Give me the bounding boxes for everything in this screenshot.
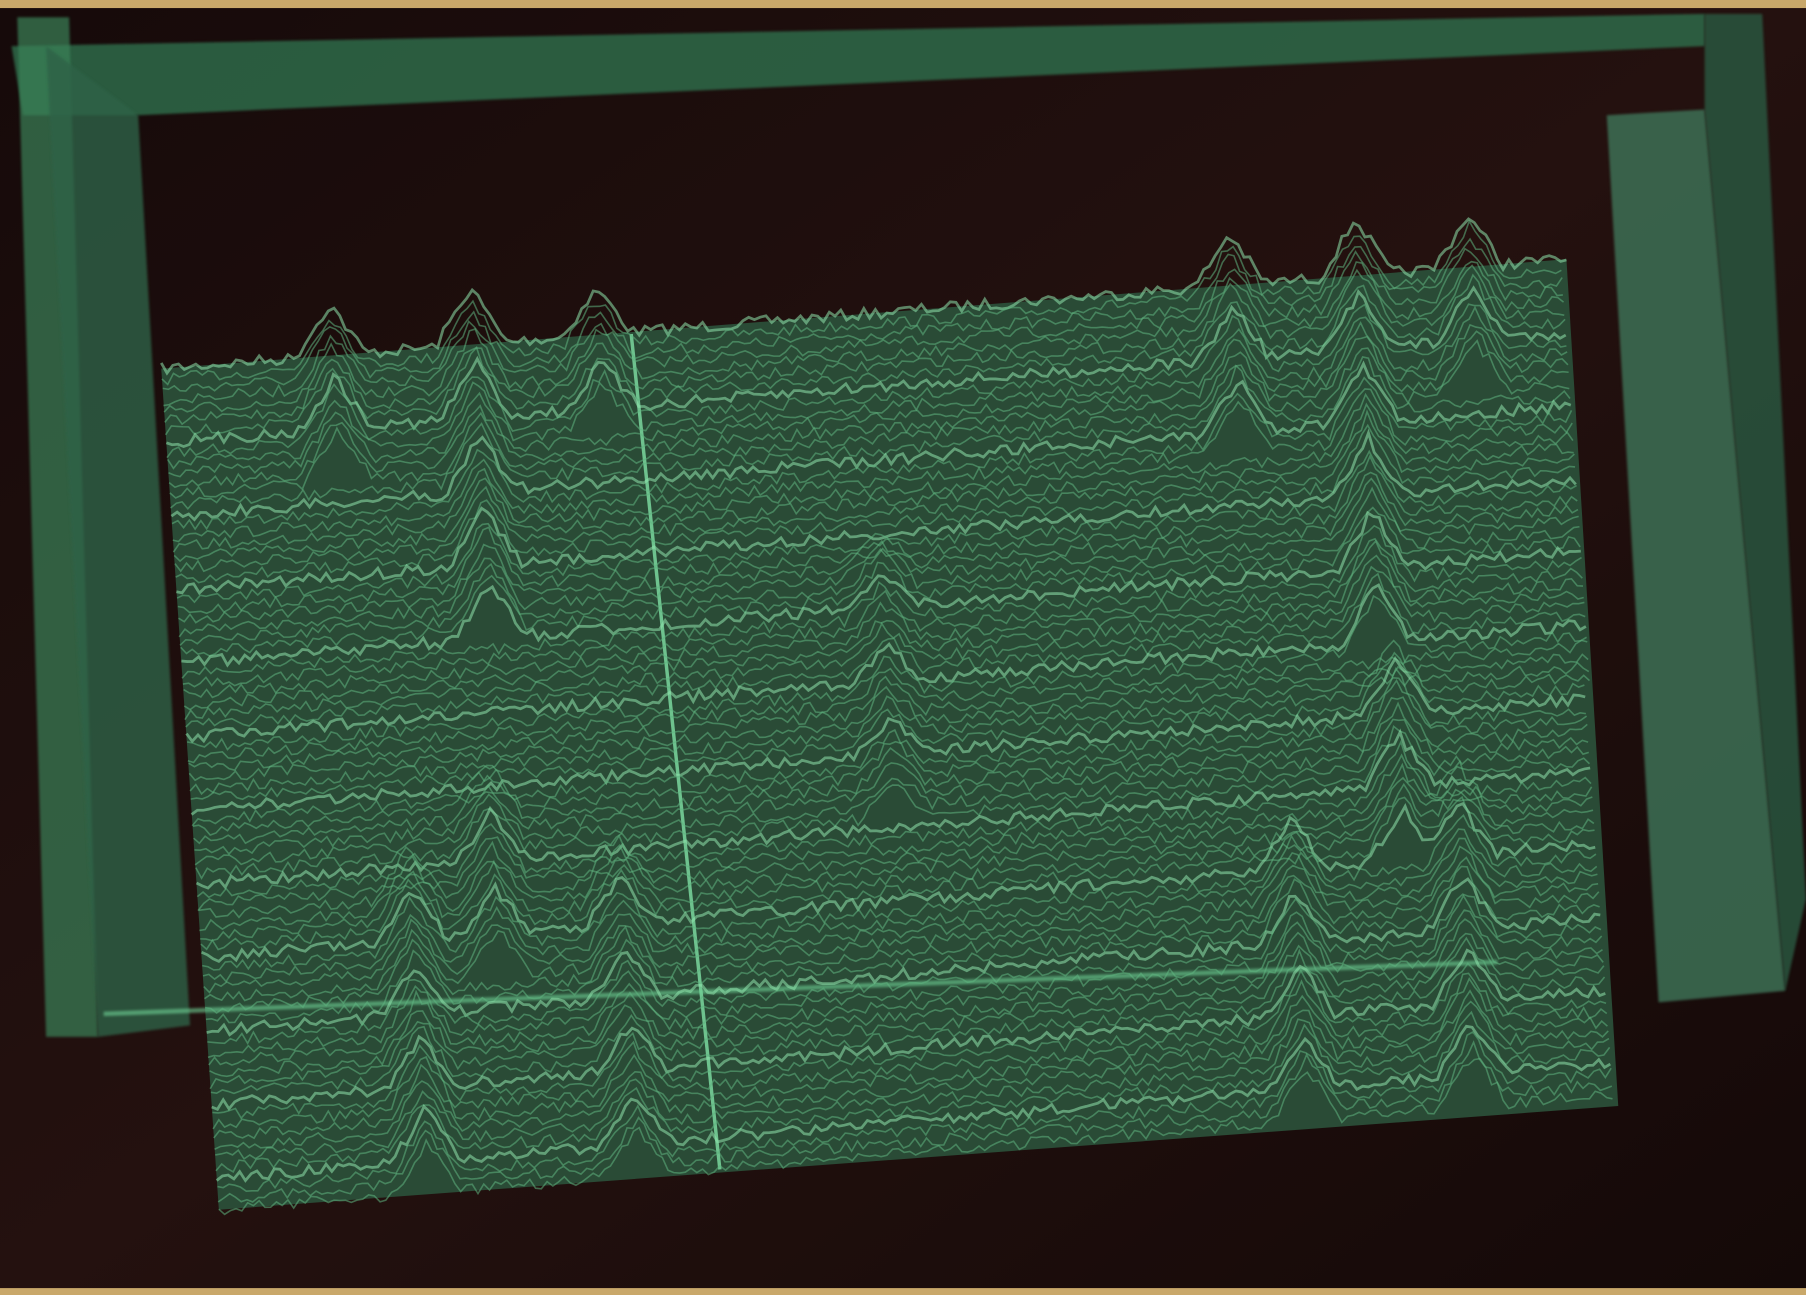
waterfall-trace bbox=[176, 449, 1577, 604]
waterfall-trace bbox=[188, 653, 1589, 772]
waterfall-trace bbox=[172, 388, 1573, 543]
waterfall-trace bbox=[215, 1000, 1610, 1161]
waterfall-trace bbox=[194, 718, 1590, 866]
waterfall-trace bbox=[163, 260, 1565, 413]
waterfall-trace bbox=[169, 339, 1570, 499]
waterfall-trace bbox=[202, 828, 1598, 983]
waterfall-trace bbox=[214, 989, 1609, 1150]
waterfall-trace bbox=[195, 728, 1591, 890]
waterfall-trace bbox=[206, 877, 1601, 1037]
waterfall-trace bbox=[201, 802, 1596, 963]
left-frame-panel bbox=[46, 46, 191, 1037]
waterfall-trace bbox=[165, 285, 1567, 449]
waterfall-trace bbox=[187, 594, 1587, 751]
waterfall-trace bbox=[203, 845, 1599, 1002]
waterfall-trace bbox=[167, 305, 1568, 470]
waterfall-trace bbox=[213, 977, 1608, 1140]
waterfall-trace bbox=[164, 264, 1565, 426]
waterfall-trace bbox=[205, 865, 1600, 1024]
waterfall-trace bbox=[212, 962, 1607, 1120]
trace-group bbox=[160, 217, 1613, 1216]
waterfall-trace bbox=[196, 739, 1592, 899]
waterfall-trace bbox=[178, 471, 1579, 624]
left-frame-edge bbox=[17, 17, 98, 1037]
waterfall-trace bbox=[181, 524, 1582, 679]
waterfall-trace bbox=[180, 506, 1581, 657]
waterfall-trace bbox=[194, 701, 1589, 856]
waterfall-trace bbox=[192, 678, 1588, 837]
waterfall-trace bbox=[217, 1040, 1613, 1203]
waterfall-trace bbox=[215, 1024, 1612, 1183]
waterfall-trace bbox=[209, 932, 1605, 1090]
waterfall-trace bbox=[207, 893, 1602, 1046]
waterfall-trace bbox=[171, 376, 1573, 531]
waterfall-trace bbox=[209, 918, 1604, 1078]
waterfall-trace bbox=[215, 1010, 1611, 1173]
waterfall-trace bbox=[164, 273, 1566, 436]
waterfall-trace bbox=[193, 696, 1588, 845]
waterfall-trace bbox=[200, 782, 1595, 942]
waterfall-trace bbox=[175, 423, 1576, 584]
waterfall-trace bbox=[177, 454, 1578, 615]
waterfall-trace bbox=[203, 837, 1598, 994]
waterfall-trace bbox=[170, 356, 1571, 511]
waterfall-trace bbox=[183, 539, 1584, 699]
waterfall-trace bbox=[163, 247, 1563, 407]
waterfall-trace bbox=[182, 537, 1583, 688]
waterfall-trace bbox=[168, 321, 1569, 478]
waterfall-trace bbox=[190, 655, 1586, 816]
waterfall-trace bbox=[162, 237, 1563, 392]
waterfall-trace bbox=[187, 639, 1588, 764]
waterfall-trace bbox=[212, 972, 1608, 1130]
top-frame-bar bbox=[11, 13, 1705, 116]
waterfall-trace bbox=[195, 725, 1591, 880]
top-border bbox=[0, 0, 1806, 9]
waterfall-trace bbox=[208, 909, 1603, 1066]
bottom-border bbox=[0, 1288, 1806, 1295]
waterfall-trace bbox=[183, 554, 1584, 711]
waterfall-trace bbox=[179, 486, 1580, 646]
right-frame-edge bbox=[1704, 13, 1806, 991]
waterfall-trace bbox=[184, 565, 1585, 721]
waterfall-trace bbox=[211, 948, 1606, 1112]
waterfall-trace bbox=[168, 330, 1569, 489]
waterfall-trace bbox=[207, 894, 1603, 1059]
waterfall-trace bbox=[200, 795, 1595, 951]
waterfall-trace bbox=[205, 856, 1600, 1014]
waterfall-trace bbox=[181, 510, 1581, 668]
waterfall-trace bbox=[166, 303, 1567, 459]
waterfall-trace bbox=[172, 392, 1574, 553]
waterfall-trace bbox=[190, 651, 1585, 801]
waterfall-trace bbox=[217, 1030, 1612, 1193]
waterfall-trace bbox=[174, 409, 1575, 573]
waterfall-trace bbox=[191, 666, 1587, 827]
waterfall-trace bbox=[173, 402, 1574, 563]
waterfall-trace bbox=[176, 428, 1577, 596]
waterfall-trace bbox=[189, 639, 1591, 796]
waterfall-trace bbox=[198, 759, 1593, 919]
waterfall-trace bbox=[218, 1057, 1613, 1216]
right-panel bbox=[1606, 109, 1786, 1003]
waterfall-trace bbox=[202, 814, 1597, 971]
waterfall-trace bbox=[185, 572, 1586, 728]
waterfall-trace bbox=[185, 583, 1587, 744]
waterfall-trace bbox=[161, 219, 1562, 386]
waterfall-trace bbox=[178, 477, 1579, 638]
waterfall-trace bbox=[210, 936, 1606, 1095]
waterfall-trace bbox=[160, 217, 1567, 376]
waterfall-trace bbox=[199, 776, 1594, 932]
waterfall-trace bbox=[188, 661, 1590, 782]
